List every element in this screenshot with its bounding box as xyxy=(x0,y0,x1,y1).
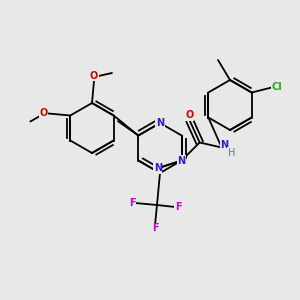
Text: N: N xyxy=(178,155,186,166)
Text: O: O xyxy=(39,109,47,118)
Text: O: O xyxy=(185,110,194,121)
Text: N: N xyxy=(156,118,164,128)
Text: N: N xyxy=(220,140,229,149)
Text: F: F xyxy=(152,223,158,233)
Text: H: H xyxy=(228,148,235,158)
Text: F: F xyxy=(129,198,135,208)
Text: F: F xyxy=(175,202,181,212)
Text: N: N xyxy=(154,163,162,173)
Text: O: O xyxy=(90,71,98,81)
Text: Cl: Cl xyxy=(271,82,282,92)
